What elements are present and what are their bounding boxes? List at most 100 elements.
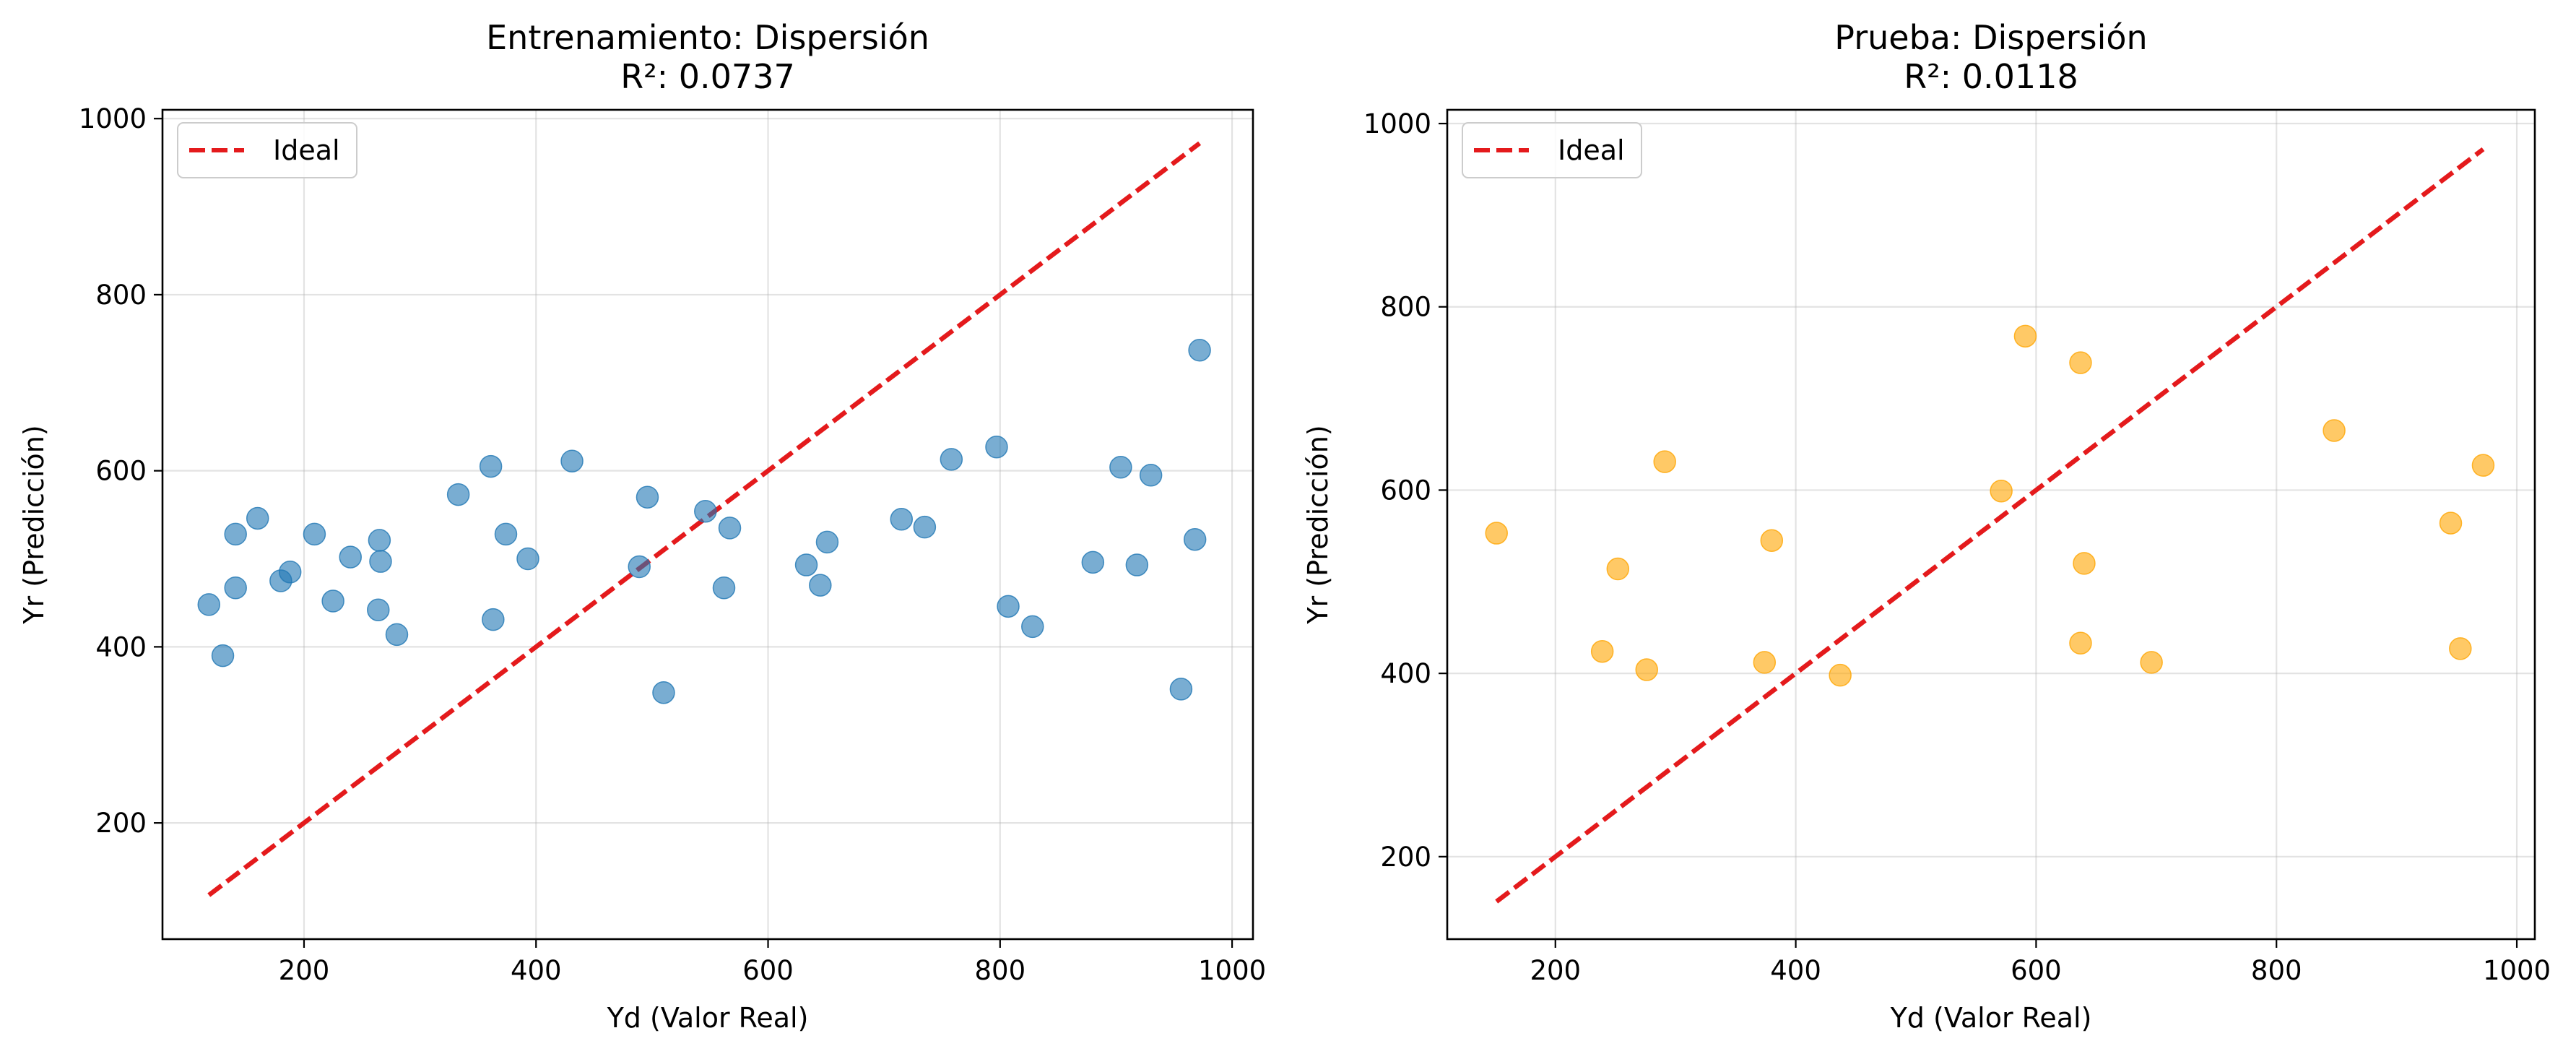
train-data-point (303, 522, 326, 546)
train-y-tick-label: 800 (95, 280, 147, 311)
test-ideal-layer (1495, 147, 2485, 904)
train-grid (162, 110, 1253, 939)
train-y-axis-label: Yr (Predicción) (18, 425, 50, 624)
test-ideal-line (1495, 147, 2485, 904)
train-data-point (940, 448, 963, 471)
train-data-point (385, 623, 409, 647)
train-y-tick-label: 600 (95, 456, 147, 487)
train-data-point (1021, 615, 1044, 639)
train-data-point (712, 576, 736, 600)
train-data-point (367, 598, 390, 621)
train-x-tick-label: 1000 (1198, 955, 1266, 986)
train-points (197, 338, 1211, 704)
test-legend: Ideal (1462, 122, 1642, 178)
train-y-tick-label: 1000 (79, 103, 147, 134)
test-data-point (1606, 557, 1630, 581)
train-ticks: 200 400 600 800 1000 200 400 600 800 1000 (79, 103, 1266, 986)
train-legend-box (177, 122, 357, 178)
test-data-point (2323, 419, 2346, 442)
train-data-point (718, 517, 742, 540)
train-x-tick-label: 800 (974, 955, 1025, 986)
train-data-point (1081, 550, 1105, 574)
test-x-tick-label: 1000 (2483, 955, 2551, 986)
train-data-point (997, 595, 1020, 618)
train-data-point (224, 576, 247, 600)
train-data-point (890, 507, 914, 531)
train-data-point (494, 522, 518, 546)
test-data-point (2069, 631, 2092, 655)
test-x-tick-label: 400 (1770, 955, 1821, 986)
train-chart-title: Entrenamiento: Dispersión (486, 18, 929, 57)
train-data-point (985, 436, 1008, 459)
test-data-point (2140, 651, 2163, 674)
test-data-point (1990, 479, 2013, 503)
train-data-point (794, 553, 818, 576)
test-x-axis-label: Yd (Valor Real) (1890, 1002, 2092, 1034)
train-data-point (636, 485, 659, 509)
train-data-point (1139, 464, 1163, 487)
train-y-tick-label: 200 (95, 808, 147, 839)
test-data-point (1829, 663, 1852, 687)
train-data-point (369, 550, 392, 573)
train-data-point (516, 547, 539, 571)
test-x-tick-label: 200 (1530, 955, 1581, 986)
train-data-point (913, 515, 937, 539)
test-legend-box (1462, 122, 1642, 178)
test-y-tick-label: 600 (1380, 475, 1431, 506)
train-data-point (628, 555, 651, 579)
test-data-point (2471, 454, 2495, 477)
train-data-point (809, 574, 832, 597)
test-data-point (2013, 324, 2037, 348)
test-y-tick-label: 800 (1380, 292, 1431, 323)
train-data-point (246, 506, 269, 530)
test-chart-title: Prueba: Dispersión (1834, 18, 2147, 57)
test-y-tick-label: 1000 (1363, 108, 1431, 139)
train-data-point (815, 530, 839, 554)
train-x-tick-label: 400 (511, 955, 562, 986)
test-ticks: 200 400 600 800 1000 200 400 600 800 1000 (1363, 108, 2551, 986)
test-x-tick-label: 800 (2251, 955, 2302, 986)
test-chart-subtitle: R²: 0.0118 (1904, 57, 2078, 96)
train-scatter-panel: Entrenamiento: Dispersión R²: 0.0737 200… (18, 18, 1266, 1034)
train-data-point (339, 545, 362, 569)
train-ideal-layer (207, 141, 1202, 897)
train-chart-subtitle: R²: 0.0737 (620, 57, 794, 96)
train-legend: Ideal (177, 122, 357, 178)
test-scatter-panel: Prueba: Dispersión R²: 0.0118 200 400 600 8… (1302, 18, 2551, 1034)
test-data-point (2439, 511, 2463, 535)
test-y-axis-label: Yr (Predicción) (1302, 425, 1334, 624)
train-legend-ideal-label: Ideal (273, 134, 340, 166)
train-data-point (1125, 553, 1149, 576)
train-data-point (1183, 527, 1207, 551)
train-data-point (1169, 678, 1193, 701)
train-data-point (368, 529, 391, 552)
train-y-tick-label: 400 (95, 631, 147, 662)
test-y-tick-label: 200 (1380, 842, 1431, 873)
test-data-point (1590, 639, 1614, 663)
train-data-point (197, 593, 221, 616)
train-data-point (446, 483, 470, 506)
train-ideal-line (207, 141, 1202, 897)
train-data-point (652, 681, 675, 704)
train-x-tick-label: 200 (279, 955, 330, 986)
test-data-point (2069, 351, 2092, 374)
train-x-tick-label: 600 (742, 955, 794, 986)
test-data-point (1485, 522, 1508, 545)
train-data-point (694, 499, 717, 523)
test-data-point (2449, 637, 2472, 660)
test-x-tick-label: 600 (2011, 955, 2062, 986)
test-data-point (1753, 651, 1777, 674)
test-points (1485, 324, 2495, 687)
test-plot-frame (1446, 108, 2536, 941)
train-data-point (278, 561, 302, 584)
test-data-point (1635, 658, 1658, 681)
test-legend-ideal-label: Ideal (1558, 134, 1625, 166)
train-x-axis-label: Yd (Valor Real) (607, 1002, 809, 1034)
test-y-tick-label: 400 (1380, 658, 1431, 689)
train-plot-frame (161, 108, 1254, 941)
train-data-point (482, 608, 505, 631)
test-data-point (1653, 450, 1676, 473)
train-data-point (479, 454, 503, 478)
train-data-point (1188, 338, 1211, 362)
